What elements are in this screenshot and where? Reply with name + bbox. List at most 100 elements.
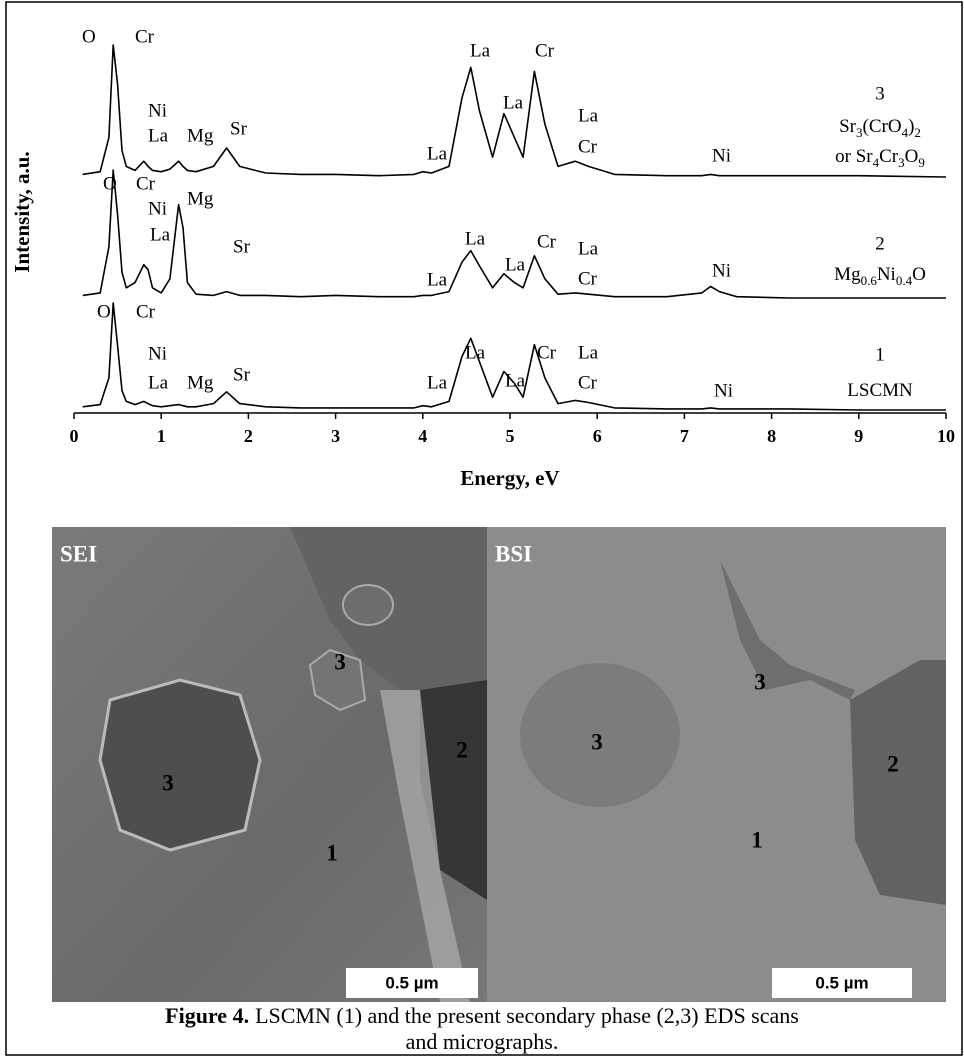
caption-line: and micrographs. [406,1029,559,1054]
bsi-panel: BSI 3 3 2 1 0.5 µm [487,527,946,1002]
peak-label: Ni [148,198,167,219]
marker: 1 [751,827,763,852]
peak-label: Cr [136,173,156,194]
peak-label: Ni [148,343,167,364]
scale-bar: 0.5 µm [385,973,438,992]
x-tick-label: 10 [937,426,955,446]
x-tick-label: 7 [680,426,689,446]
x-tick-label: 9 [854,426,863,446]
x-axis-title: Energy, eV [460,466,559,490]
marker: 3 [591,729,603,754]
peak-label: La [427,269,448,290]
legend-label: 3 [875,83,885,104]
eds-chart: Energy, eV Intensity, a.u. 0 1 2 3 4 5 6 7 8 9 10O… [10,26,955,489]
marker: 3 [334,649,346,674]
sei-grain-3 [98,678,262,852]
peak-label: La [505,254,526,275]
formula-part: O [912,264,926,285]
formula-part: or Sr [835,146,873,167]
peak-label: La [150,224,171,245]
subscript: 9 [918,155,925,170]
frame [5,1,963,1056]
scale-bar-box [346,968,478,998]
phase-formula: Sr3(CrO4)2 [839,116,921,140]
spectrum-line [82,44,947,178]
peak-label: La [148,372,169,393]
sei-particle [342,584,394,626]
peak-label: La [148,125,169,146]
peak-label: O [97,301,111,322]
subscript: 4 [873,155,880,170]
formula-part: O [905,146,919,167]
marker: 3 [162,770,174,795]
spectrum-line [82,302,946,411]
marker: 2 [456,737,468,762]
phase-formula: Mg0.6Ni0.4O [834,264,926,288]
formula-part: ) [908,116,914,137]
peak-label: Ni [148,100,167,121]
peak-label: Cr [537,231,557,252]
x-tick-label: 5 [506,426,515,446]
formula-part: Sr [839,116,857,137]
subscript: 4 [902,125,909,140]
peak-label: La [578,105,599,126]
peak-label: Cr [578,136,598,157]
scale-bar-box [772,968,912,998]
sei-grain-3b [308,648,367,712]
phase-formula: or Sr4Cr3O9 [835,146,925,170]
x-tick-label: 4 [418,426,427,446]
subscript: 0.6 [861,273,878,288]
peak-label: La [503,92,524,113]
peak-label: Cr [535,40,555,61]
x-tick-label: 2 [244,426,253,446]
peak-label: O [103,173,117,194]
peak-label: Cr [135,26,155,47]
peak-label: La [465,342,486,363]
x-tick-label: 8 [767,426,776,446]
peak-label: O [82,26,96,47]
spectrum-line [82,169,946,299]
peak-label: Cr [537,342,557,363]
peak-label: La [465,228,486,249]
formula-part: Mg [834,264,861,285]
x-tick-label: 1 [157,426,166,446]
formula-part: (CrO [863,116,902,137]
x-tick-label: 0 [70,426,79,446]
subscript: 3 [856,125,863,140]
formula-part: Ni [877,264,896,285]
peak-label: Mg [187,125,214,146]
peak-label: Sr [233,236,251,257]
marker: 1 [326,840,338,865]
subscript: 3 [898,155,905,170]
phase-formula: LSCMN [847,380,913,401]
peak-label: Cr [578,268,598,289]
x-tick-label: 6 [593,426,602,446]
peak-label: La [427,143,448,164]
legend-label: 2 [875,233,885,254]
marker: 2 [887,751,899,776]
caption-label: Figure 4. [165,1003,249,1028]
caption-text: LSCMN (1) and the present secondary phas… [255,1003,799,1028]
sei-edge [380,690,470,1002]
formula-part: Cr [879,146,899,167]
bsi-pore [850,660,946,905]
peak-label: Mg [187,188,214,209]
marker: 3 [754,669,766,694]
panel-label: BSI [495,541,532,566]
peak-label: La [578,238,599,259]
peak-label: La [578,342,599,363]
y-axis-title: Intensity, a.u. [10,151,34,272]
peak-label: Sr [233,364,251,385]
formula-part: LSCMN [847,380,913,401]
subscript: 0.4 [896,273,913,288]
panel-label: SEI [60,541,97,566]
peak-label: La [470,40,491,61]
peak-label: La [427,372,448,393]
peak-label: Ni [714,380,733,401]
peak-label: Cr [136,301,156,322]
bsi-crack [720,560,855,700]
peak-label: Ni [712,260,731,281]
sei-panel: SEI 3 3 2 1 0.5 µm [52,527,487,1002]
x-tick-label: 3 [331,426,340,446]
